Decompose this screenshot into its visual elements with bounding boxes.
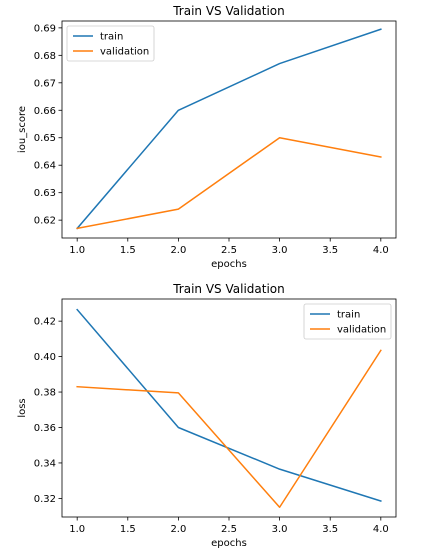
y-tick-label: 0.38 [34,388,56,399]
legend-box [66,25,155,62]
series-line-train [76,28,382,230]
legend-box [303,303,392,340]
y-axis-label: loss [17,398,28,417]
x-tick-label: 2.0 [170,524,186,535]
series-line-validation [76,349,382,508]
x-tick-label: 3.0 [272,245,288,256]
x-axis-label: epochs [211,538,247,549]
y-tick-label: 0.40 [34,352,56,363]
x-axis-label: epochs [211,259,247,270]
legend: train validation [303,303,392,340]
y-tick-label: 0.34 [34,458,56,469]
y-tick-label: 0.42 [34,317,56,328]
chart-title: Train VS Validation [172,4,285,18]
series-line-train [76,308,382,502]
x-tick-label: 2.0 [170,245,186,256]
legend: train validation [66,25,155,62]
y-axis-label: iou_score [17,106,28,153]
y-tick-label: 0.64 [34,161,56,172]
chart-title: Train VS Validation [172,282,285,296]
x-tick-label: 2.5 [221,245,237,256]
x-tick-label: 3.5 [322,245,338,256]
x-tick-label: 3.5 [322,524,338,535]
y-tick-label: 0.66 [34,106,56,117]
legend-label-validation: validation [100,47,149,58]
y-tick-label: 0.68 [34,51,56,62]
y-tick-label: 0.36 [34,423,56,434]
x-tick-label: 3.0 [272,524,288,535]
legend-label-validation: validation [337,325,386,336]
x-tick-label: 1.5 [120,524,136,535]
y-tick-label: 0.69 [34,23,56,34]
chart-panel-2: Train VS Validation 1.0 1.5 2.0 2.5 3.0 3.5 4.0… [17,282,397,549]
y-tick-label: 0.65 [34,133,56,144]
x-tick-label: 1.0 [69,245,85,256]
x-tick-label: 1.5 [120,245,136,256]
x-tick-label: 1.0 [69,524,85,535]
y-tick-label: 0.67 [34,78,56,89]
y-tick-label: 0.63 [34,188,56,199]
legend-label-train: train [337,310,360,321]
legend-label-train: train [100,32,123,43]
x-tick-label: 4.0 [373,524,389,535]
series-line-validation [76,136,382,230]
x-tick-label: 4.0 [373,245,389,256]
chart-panel-1: Train VS Validation 1.0 1.5 2.0 2.5 3.0 3.5 4.0… [17,4,397,270]
x-tick-label: 2.5 [221,524,237,535]
y-tick-label: 0.32 [34,494,56,505]
y-tick-label: 0.62 [34,216,56,227]
